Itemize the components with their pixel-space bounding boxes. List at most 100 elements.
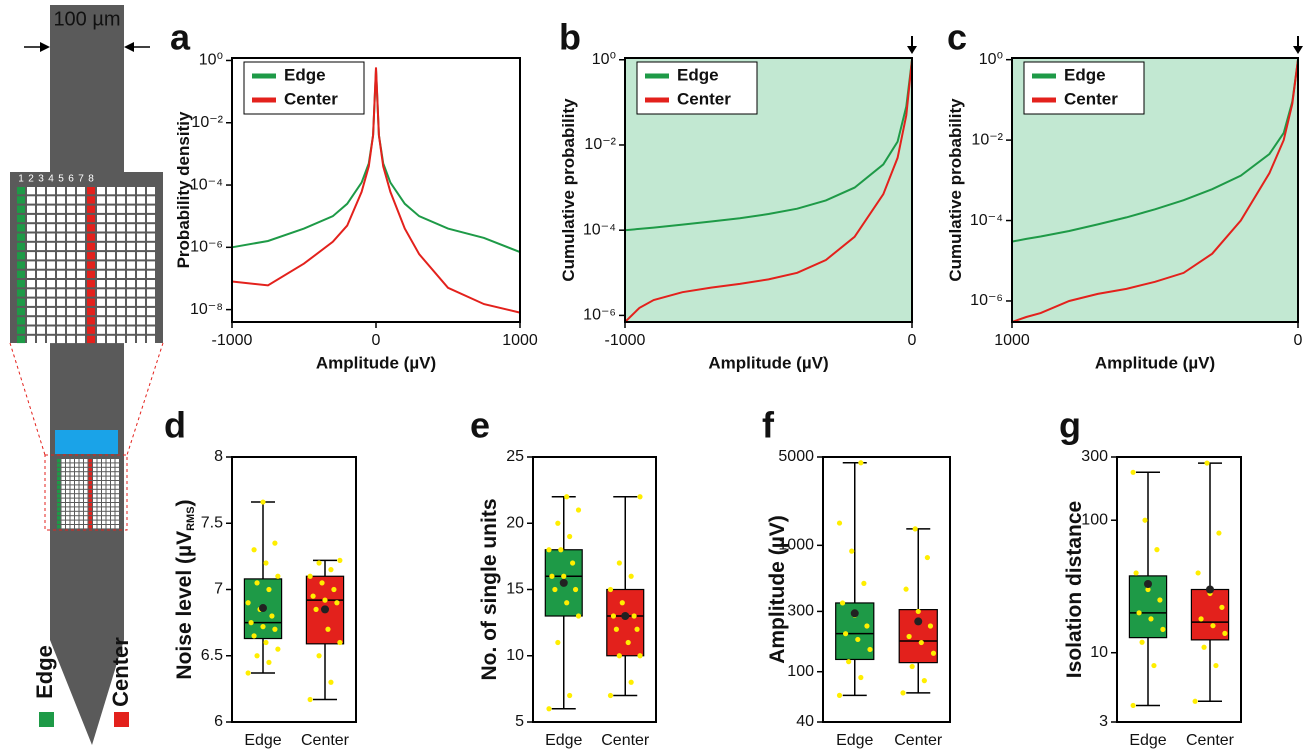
data-point: [849, 548, 855, 554]
electrode: [79, 516, 83, 520]
data-point: [325, 626, 331, 632]
electrode: [77, 187, 85, 195]
electrode: [17, 270, 25, 278]
electrode: [111, 525, 115, 529]
data-point: [1198, 616, 1204, 622]
electrode: [107, 233, 115, 241]
electrode: [75, 485, 79, 489]
data-point: [263, 639, 269, 646]
electrode: [106, 463, 110, 467]
electrode: [117, 307, 125, 316]
electrode: [47, 252, 55, 260]
electrode: [106, 520, 110, 524]
electrode: [147, 289, 155, 297]
electrode: [117, 317, 125, 325]
electrode: [147, 205, 155, 213]
electrode: [70, 507, 74, 511]
data-point: [903, 586, 909, 592]
electrode: [57, 476, 61, 480]
electrode: [47, 335, 55, 344]
electrode: [88, 525, 92, 529]
electrode: [57, 511, 61, 516]
data-point: [912, 526, 918, 532]
data-point: [637, 653, 643, 659]
electrode: [37, 326, 45, 334]
data-point: [337, 557, 343, 563]
electrode: [88, 489, 92, 494]
electrode: [66, 463, 70, 467]
electrode: [97, 196, 105, 204]
electrode: [117, 205, 125, 213]
electrode: [102, 467, 106, 472]
data-point: [272, 540, 278, 546]
electrode: [147, 224, 155, 232]
electrode: [67, 187, 75, 195]
column-number: 1: [18, 174, 24, 185]
data-point: [616, 653, 622, 659]
electrode: [27, 270, 35, 278]
electrode: [102, 494, 106, 498]
data-point: [558, 547, 564, 553]
electrode: [84, 503, 88, 507]
electrode: [67, 196, 75, 204]
y-label-text: Cumulative probability: [946, 98, 965, 282]
electrode: [115, 520, 119, 524]
data-point: [316, 653, 322, 659]
electrode: [88, 481, 92, 485]
data-point: [1192, 698, 1198, 704]
data-point: [266, 586, 272, 593]
electrode: [111, 472, 115, 476]
panel: g 3 10 100 300 Isolation distance Edge Center: [1059, 405, 1242, 749]
electrode: [117, 214, 125, 223]
x-tick-label: -1000: [212, 332, 253, 349]
y-axis-label: No. of single units: [478, 499, 501, 681]
electrode: [67, 233, 75, 241]
electrode: [127, 317, 135, 325]
electrode: [77, 214, 85, 223]
electrode: [70, 459, 74, 463]
x-tick-label: Edge: [545, 732, 582, 749]
electrode: [106, 476, 110, 480]
electrode: [79, 463, 83, 467]
electrode: [57, 289, 65, 297]
electrode: [97, 317, 105, 325]
electrode: [17, 252, 25, 260]
electrode: [147, 317, 155, 325]
data-point: [316, 560, 322, 566]
electrode: [88, 476, 92, 480]
electrode: [111, 516, 115, 520]
electrode: [37, 261, 45, 269]
electrode: [115, 525, 119, 529]
electrode: [115, 489, 119, 494]
electrode: [79, 503, 83, 507]
y-axis-label: Cumulative probability: [559, 98, 578, 282]
electrode: [106, 511, 110, 516]
edge-swatch: [39, 712, 54, 727]
electrode: [147, 298, 155, 306]
electrode: [47, 261, 55, 269]
y-axis-label: Cumulative probability: [946, 98, 965, 282]
electrode: [88, 511, 92, 516]
electrode: [106, 485, 110, 489]
electrode: [66, 498, 70, 502]
electrode: [117, 252, 125, 260]
electrode: [70, 472, 74, 476]
electrode: [84, 472, 88, 476]
electrode-grid-small: [57, 459, 119, 529]
electrode: [84, 507, 88, 511]
zoom-box: [44, 454, 128, 531]
electrode: [67, 270, 75, 278]
mean: [1144, 580, 1152, 589]
data-point: [610, 613, 617, 619]
electrode: [27, 187, 35, 195]
electrode: [107, 307, 115, 316]
electrode: [66, 503, 70, 507]
y-tick-label: 10⁻⁶: [583, 307, 616, 324]
electrode: [57, 242, 65, 251]
y-label-text: Amplitude (µV): [766, 515, 789, 664]
legend-label: Center: [284, 89, 338, 108]
electrode: [17, 214, 25, 223]
electrode: [87, 307, 95, 316]
electrode: [127, 214, 135, 223]
electrode: [106, 503, 110, 507]
